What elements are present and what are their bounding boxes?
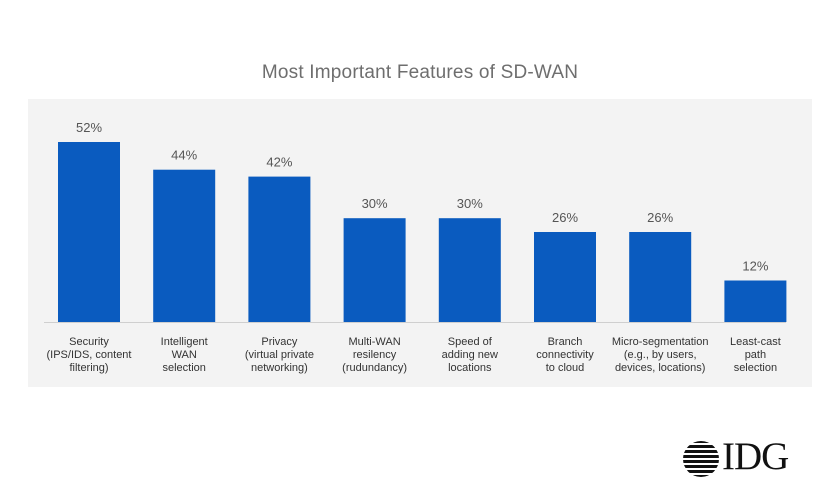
logo-text: IDG	[722, 435, 789, 478]
globe-icon	[683, 441, 719, 477]
bar	[248, 176, 311, 322]
bar	[153, 169, 216, 322]
bar	[534, 232, 596, 322]
category-label: Privacy (virtual private networking)	[245, 336, 314, 374]
category-label: Micro-segmentation (e.g., by users, device…	[612, 336, 709, 374]
bar	[629, 232, 692, 322]
idg-logo: IDG	[682, 435, 812, 478]
category-label: Least-cast path selection	[730, 336, 781, 374]
category-label: Branch connectivity to cloud	[536, 336, 594, 374]
category-label: Security (IPS/IDS, content filtering)	[47, 336, 132, 374]
data-label: 30%	[457, 196, 483, 211]
data-label: 42%	[266, 155, 292, 170]
data-label: 26%	[647, 210, 673, 225]
category-label: Speed of adding new locations	[442, 336, 498, 374]
bar	[724, 280, 787, 322]
category-label: Intelligent WAN selection	[161, 336, 208, 374]
bar	[58, 142, 120, 322]
bar	[343, 218, 406, 322]
data-label: 52%	[76, 120, 102, 135]
chart-title: Most Important Features of SD-WAN	[261, 62, 579, 83]
data-label: 30%	[362, 196, 388, 211]
data-label: 26%	[552, 210, 578, 225]
data-label: 12%	[742, 259, 768, 274]
category-label: Multi-WAN resilency (rudundancy)	[342, 336, 407, 374]
data-label: 44%	[171, 148, 197, 163]
bar	[438, 218, 501, 322]
